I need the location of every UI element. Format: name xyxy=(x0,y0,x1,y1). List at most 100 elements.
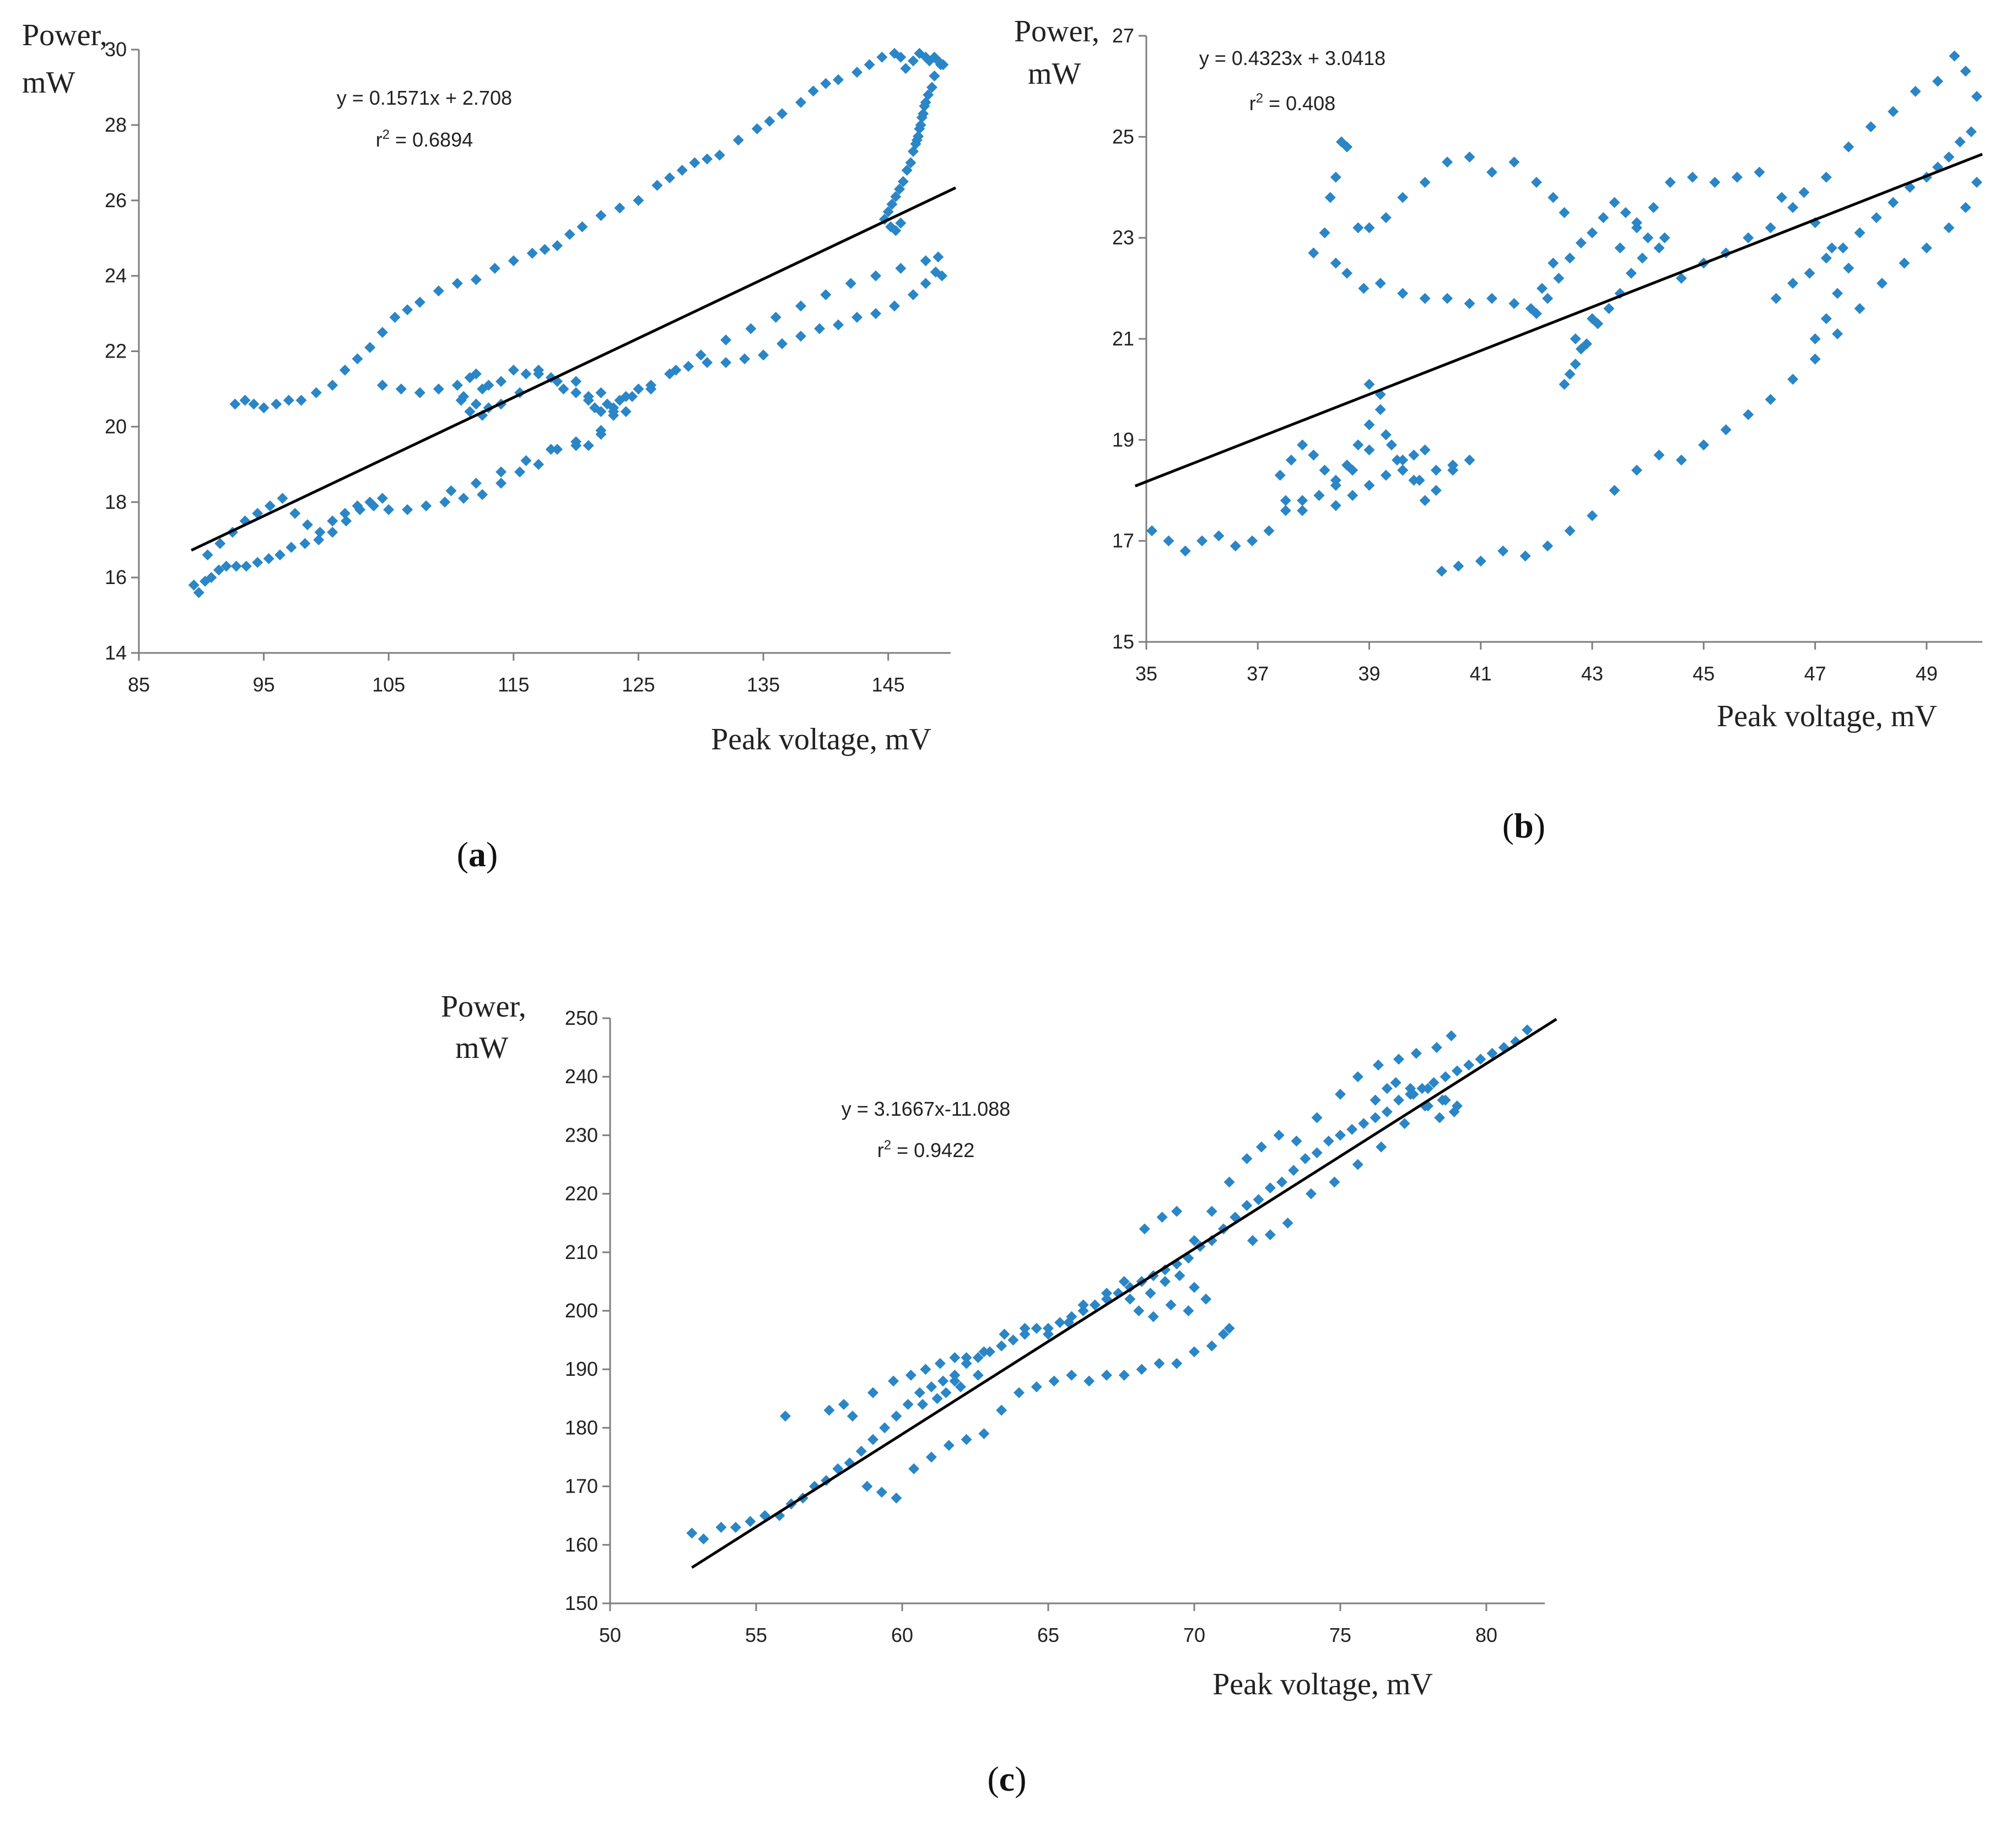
data-point xyxy=(1380,429,1392,441)
data-point xyxy=(758,349,769,361)
data-point xyxy=(383,504,395,515)
data-point xyxy=(1319,464,1330,476)
data-point xyxy=(1416,1083,1428,1094)
data-point xyxy=(1247,1235,1258,1246)
data-point xyxy=(314,527,326,538)
data-point xyxy=(1410,1047,1422,1059)
data-point xyxy=(339,364,351,376)
data-point xyxy=(943,1440,955,1451)
y-tick-label: 210 xyxy=(565,1241,598,1263)
data-point xyxy=(533,458,544,470)
data-point xyxy=(1910,85,1921,97)
data-point xyxy=(795,96,807,108)
data-point xyxy=(1508,156,1520,168)
data-point xyxy=(1335,1089,1346,1100)
data-point xyxy=(1330,171,1341,183)
data-point xyxy=(1464,298,1475,309)
y-axis-title: Power, xyxy=(1014,14,1099,48)
data-point xyxy=(1809,353,1821,365)
data-point xyxy=(1486,1047,1498,1059)
data-point xyxy=(1570,333,1581,344)
data-point xyxy=(1932,75,1944,87)
data-point xyxy=(1559,207,1570,218)
data-point xyxy=(470,274,482,285)
data-point xyxy=(1323,1136,1334,1147)
data-point xyxy=(595,210,607,221)
data-point xyxy=(583,440,594,451)
data-point xyxy=(1397,464,1409,476)
data-point xyxy=(1414,474,1425,486)
data-point xyxy=(1393,1094,1404,1106)
data-point xyxy=(1054,1317,1066,1328)
data-point xyxy=(908,289,919,300)
data-point xyxy=(1519,550,1531,562)
data-point xyxy=(376,380,388,391)
data-point xyxy=(1347,464,1358,476)
data-point xyxy=(1787,374,1799,385)
data-point xyxy=(702,357,713,369)
data-point xyxy=(289,507,301,519)
data-point xyxy=(1390,1077,1401,1088)
data-point xyxy=(1865,121,1877,132)
data-point xyxy=(1542,293,1554,304)
x-tick-label: 45 xyxy=(1692,662,1715,685)
data-point xyxy=(1153,1358,1165,1369)
data-point xyxy=(1147,1311,1159,1322)
data-point xyxy=(1139,1223,1150,1235)
data-point xyxy=(1854,303,1866,314)
data-point xyxy=(1609,197,1620,208)
data-point xyxy=(620,391,632,402)
data-point xyxy=(949,1375,961,1387)
data-point xyxy=(1664,176,1676,188)
y-axis-title-unit: mW xyxy=(22,66,76,100)
data-point xyxy=(1066,1369,1077,1381)
y-axis-title-unit: mW xyxy=(455,1031,509,1065)
panel-label-letter: c xyxy=(999,1759,1015,1798)
data-point xyxy=(867,1434,878,1445)
data-point xyxy=(1698,439,1710,451)
data-point xyxy=(1447,464,1459,476)
data-point xyxy=(1776,192,1787,203)
data-point xyxy=(1043,1328,1054,1340)
data-point xyxy=(1843,141,1854,153)
data-point xyxy=(1330,500,1341,511)
data-point xyxy=(1408,474,1420,486)
data-point xyxy=(1575,343,1587,355)
data-point xyxy=(832,1463,844,1474)
data-point xyxy=(1230,540,1241,552)
data-point xyxy=(1743,232,1754,244)
y-tick-label: 15 xyxy=(1112,630,1134,653)
data-point xyxy=(889,300,901,312)
data-point xyxy=(876,51,888,63)
data-point xyxy=(1642,232,1654,244)
data-point xyxy=(698,1533,709,1545)
data-point xyxy=(1434,1112,1446,1123)
data-point xyxy=(1308,449,1319,461)
data-point xyxy=(1089,1299,1101,1311)
data-point xyxy=(1146,525,1158,537)
x-tick-label: 115 xyxy=(498,673,529,696)
data-point xyxy=(914,123,925,134)
data-point xyxy=(795,300,807,312)
data-point xyxy=(1189,1282,1200,1293)
y-tick-label: 16 xyxy=(105,566,127,588)
data-point xyxy=(1921,242,1932,253)
data-point xyxy=(1452,1065,1463,1077)
data-point xyxy=(1352,1071,1363,1083)
data-point xyxy=(1419,444,1431,456)
panel-label: (a) xyxy=(457,835,498,874)
data-point xyxy=(1183,1305,1194,1316)
data-point xyxy=(937,59,949,71)
data-point xyxy=(1346,1123,1358,1135)
data-point xyxy=(1324,192,1336,203)
data-point xyxy=(1609,485,1620,496)
data-point xyxy=(470,398,482,410)
data-point xyxy=(888,1375,899,1387)
data-point xyxy=(433,383,444,395)
data-point xyxy=(770,311,781,323)
y-tick-label: 240 xyxy=(565,1065,598,1088)
data-point xyxy=(1637,252,1648,264)
r-squared-exponent: 2 xyxy=(382,127,390,142)
data-point xyxy=(402,304,413,316)
data-point xyxy=(686,1527,698,1539)
